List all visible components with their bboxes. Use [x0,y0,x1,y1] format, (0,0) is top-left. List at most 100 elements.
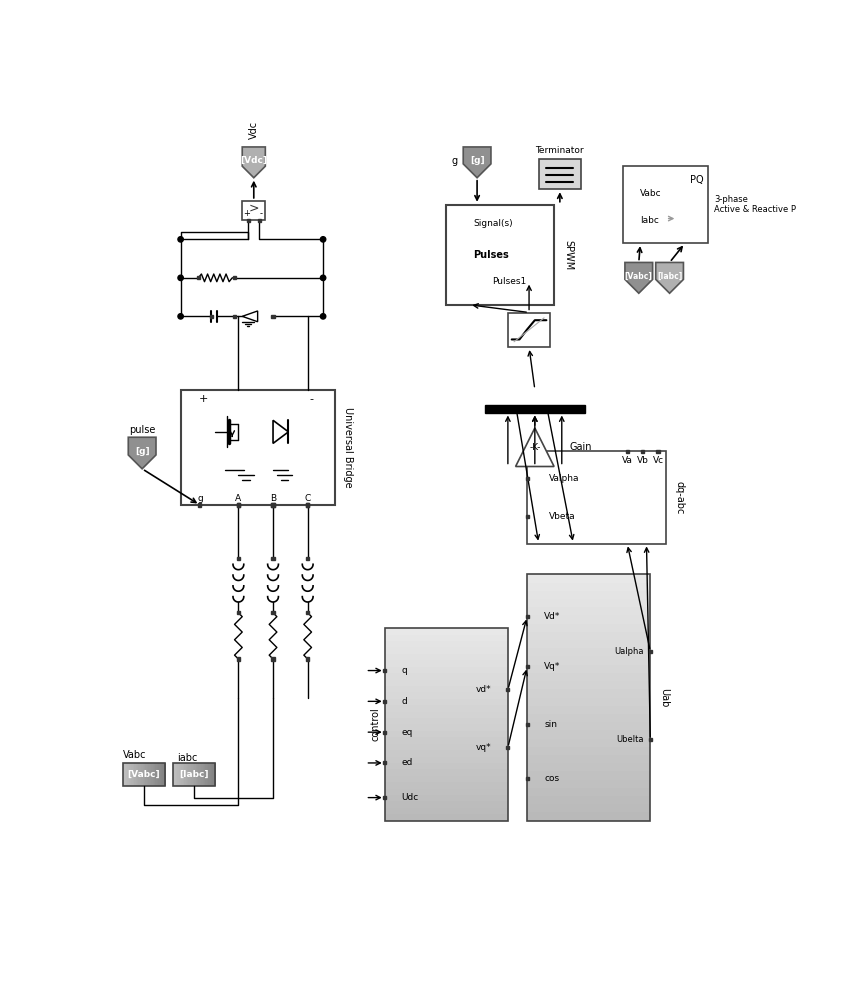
Bar [185,763,186,786]
Bar [163,763,164,786]
Polygon shape [128,437,156,469]
Bar [181,763,183,786]
Bar [153,763,154,786]
Bar [384,705,507,712]
Bar [183,763,185,786]
Polygon shape [463,147,491,178]
Text: q: q [401,666,407,675]
Bar [525,515,529,518]
Bar [142,763,144,786]
Circle shape [178,314,183,319]
Text: 3-phase
Active & Reactive P: 3-phase Active & Reactive P [714,195,797,214]
Bar [527,632,650,640]
Text: Signal(s): Signal(s) [473,219,513,228]
Bar [306,503,309,507]
Bar [142,763,143,786]
Bar [189,763,191,786]
Bar [384,757,507,763]
Text: [Iabc]: [Iabc] [657,272,682,281]
Bar [237,657,240,661]
Bar [384,795,507,802]
Text: Gain: Gain [570,442,592,452]
Text: Uab: Uab [659,688,669,707]
Text: +: + [244,209,250,218]
Bar [384,641,507,648]
Bar [198,503,201,507]
Bar [527,730,650,739]
Text: [Vabc]: [Vabc] [127,770,160,779]
Bar [159,763,161,786]
Bar [525,615,529,618]
Bar [384,769,507,776]
Bar [384,667,507,674]
Bar [657,450,659,453]
Bar [201,763,203,786]
Bar [527,583,650,591]
Bar [527,714,650,723]
Text: Ualpha: Ualpha [615,647,644,656]
Bar [128,763,131,786]
Text: vd*: vd* [475,685,491,694]
Bar [527,640,650,649]
Bar [384,660,507,667]
Bar [485,405,585,413]
Bar [200,763,201,786]
Bar [196,276,200,279]
Text: pulse: pulse [129,425,155,435]
Circle shape [178,275,183,281]
Bar [154,763,156,786]
Bar [173,763,175,786]
Text: dq-abc: dq-abc [674,481,685,514]
Bar [527,698,650,706]
Text: g: g [452,156,458,166]
Bar [527,574,650,583]
Bar [383,669,386,672]
Bar [138,763,140,786]
Bar [190,763,191,786]
Bar [124,763,126,786]
Bar [123,763,165,786]
Bar [237,503,240,507]
Bar [237,611,240,614]
Bar [137,763,139,786]
Bar [155,763,157,786]
Text: Vabc: Vabc [123,750,147,760]
Bar [527,648,650,657]
Bar [306,503,309,507]
Text: Vbeta: Vbeta [549,512,575,521]
Bar [197,763,199,786]
Bar [384,635,507,641]
Text: Vabc: Vabc [641,189,662,198]
Bar [446,205,554,305]
Bar [525,477,529,480]
Bar [383,761,386,764]
Text: Universal Bridge: Universal Bridge [343,407,353,488]
Bar [202,763,204,786]
Bar [180,389,335,505]
Text: [Iabc]: [Iabc] [179,770,208,779]
Text: Pulses: Pulses [473,250,509,260]
Bar [196,763,197,786]
Text: control: control [370,708,380,741]
Bar [194,763,196,786]
Text: [g]: [g] [135,447,149,456]
Text: Iabc: Iabc [641,216,659,225]
Text: Valpha: Valpha [549,474,579,483]
Bar [130,763,132,786]
Bar [384,763,507,770]
Bar [527,656,650,665]
Text: [g]: [g] [470,156,485,165]
Bar [177,763,179,786]
Bar [208,763,210,786]
Bar [384,654,507,661]
Bar [527,796,650,805]
Text: Vq*: Vq* [544,662,561,671]
Bar [525,665,529,668]
Bar [384,744,507,751]
Text: Udc: Udc [401,793,419,802]
Bar [179,763,180,786]
Bar [164,763,165,786]
Text: ed: ed [401,758,413,767]
Bar [210,763,212,786]
Bar [527,739,650,747]
